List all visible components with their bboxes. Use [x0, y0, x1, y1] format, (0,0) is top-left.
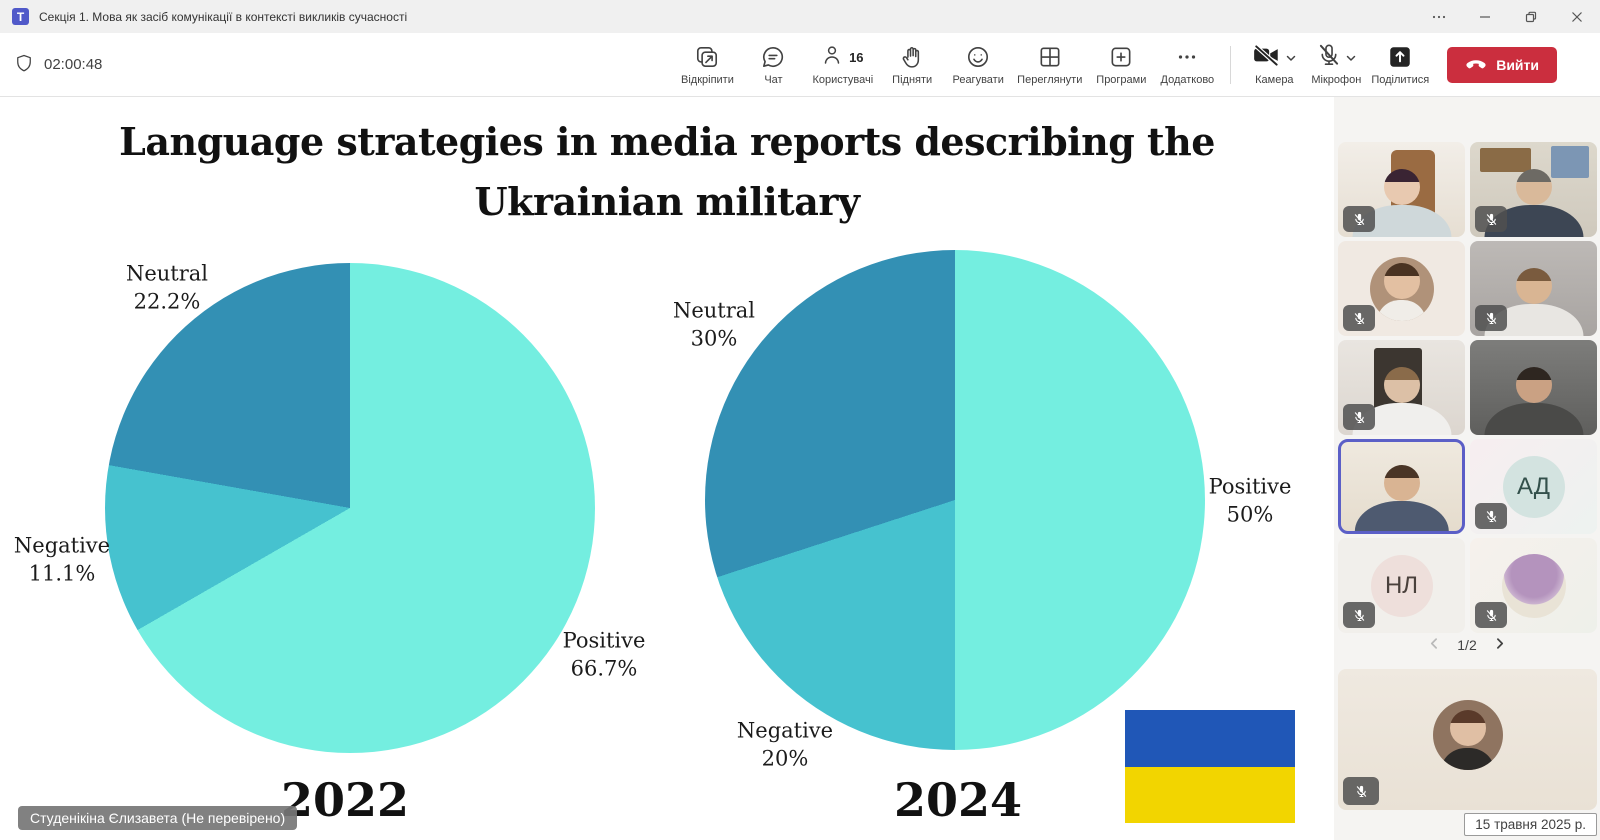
share-screen-icon: [1387, 43, 1413, 71]
muted-mic-icon: [1343, 602, 1375, 628]
leave-button[interactable]: Вийти: [1447, 46, 1557, 83]
teams-icon: T: [12, 8, 29, 25]
pie-chart-2024: [705, 250, 1205, 750]
shield-icon: [14, 53, 34, 77]
raise-hand-button[interactable]: Підняти: [881, 39, 943, 90]
date-tooltip: 15 травня 2025 р.: [1464, 813, 1597, 836]
spotlight-tile[interactable]: [1338, 669, 1597, 810]
page-prev-icon[interactable]: [1428, 637, 1441, 653]
participant-tile[interactable]: [1470, 241, 1597, 336]
pie-label-neutral-2022: Neutral 22.2%: [125, 261, 209, 313]
page-indicator: 1/2: [1457, 637, 1477, 653]
participant-tile[interactable]: [1470, 142, 1597, 237]
close-button[interactable]: [1554, 0, 1600, 33]
participant-tile[interactable]: НЛ: [1338, 538, 1465, 633]
page-next-icon[interactable]: [1493, 637, 1506, 653]
muted-mic-icon: [1343, 404, 1375, 430]
chart-year-2022: 2022: [280, 773, 410, 827]
ukraine-flag: [1125, 710, 1295, 823]
participant-tile[interactable]: [1470, 340, 1597, 435]
raised-hand-icon: [900, 43, 925, 71]
more-dots-icon: [1174, 43, 1200, 71]
phone-hangup-icon: [1465, 57, 1487, 73]
chart-year-2024: 2024: [893, 773, 1023, 827]
grid-view-icon: [1037, 43, 1063, 71]
participant-tile[interactable]: АД: [1470, 439, 1597, 534]
react-button[interactable]: Реагувати: [947, 39, 1009, 90]
muted-mic-icon: [1475, 305, 1507, 331]
avatar: [1432, 700, 1503, 771]
restore-button[interactable]: [1508, 0, 1554, 33]
pie-label-positive-2022: Positive 66.7%: [562, 628, 646, 680]
unpin-icon: [694, 43, 720, 71]
muted-mic-icon: [1343, 206, 1375, 232]
apps-button[interactable]: Програми: [1090, 39, 1152, 90]
avatar-initials: НЛ: [1370, 554, 1433, 617]
active-speaker-tile[interactable]: [1338, 439, 1465, 534]
window-titlebar: T Секція 1. Мова як засіб комунікації в …: [0, 0, 1600, 33]
chat-icon: [760, 43, 786, 71]
video-grid: АД НЛ: [1338, 142, 1597, 633]
unpin-button[interactable]: Відкріпити: [676, 39, 738, 90]
participant-video: [1470, 340, 1597, 435]
window-more-icon[interactable]: [1416, 0, 1462, 33]
muted-mic-icon: [1343, 305, 1375, 331]
avatar-initials: АД: [1502, 455, 1565, 518]
chat-button[interactable]: Чат: [742, 39, 804, 90]
meeting-toolbar: 02:00:48 Відкріпити Чат 16 Користувачі П…: [0, 33, 1600, 97]
meeting-timer: 02:00:48: [44, 56, 103, 73]
shared-screen-slide: Language strategies in media reports des…: [0, 97, 1334, 840]
share-button[interactable]: Поділитися: [1367, 39, 1433, 90]
participant-tile[interactable]: [1470, 538, 1597, 633]
view-button[interactable]: Переглянути: [1013, 39, 1086, 90]
muted-mic-icon: [1475, 503, 1507, 529]
slide-title: Language strategies in media reports des…: [119, 119, 1215, 224]
minimize-button[interactable]: [1462, 0, 1508, 33]
window-title: Секція 1. Мова як засіб комунікації в ко…: [39, 9, 408, 24]
chevron-down-icon[interactable]: [1345, 51, 1357, 63]
avatar: [1501, 553, 1566, 618]
gallery-pagination: 1/2: [1334, 637, 1600, 653]
avatar: [1369, 256, 1434, 321]
participant-count: 16: [849, 49, 864, 65]
mic-off-icon: [1316, 42, 1342, 73]
pie-label-negative-2024: Negative 20%: [736, 718, 834, 770]
microphone-button[interactable]: Мікрофон: [1305, 39, 1367, 90]
camera-button[interactable]: Камера: [1243, 39, 1305, 90]
participants-panel: АД НЛ 1/2 15 травня 2025 р.: [1334, 97, 1600, 840]
pie-label-neutral-2024: Neutral 30%: [672, 298, 756, 350]
camera-off-icon: [1252, 42, 1282, 73]
muted-mic-icon: [1475, 206, 1507, 232]
muted-mic-icon: [1343, 777, 1379, 805]
presenter-name-tag: Студенікіна Єлизавета (Не перевірено): [18, 806, 298, 830]
smiley-icon: [965, 43, 991, 71]
muted-mic-icon: [1475, 602, 1507, 628]
toolbar-divider: [1230, 45, 1232, 84]
pie-chart-2022: [105, 263, 595, 753]
participants-button[interactable]: 16 Користувачі: [808, 39, 877, 90]
participant-video: [1341, 442, 1462, 531]
people-icon: [822, 43, 846, 72]
participant-tile[interactable]: [1338, 241, 1465, 336]
pie-label-positive-2024: Positive 50%: [1208, 474, 1292, 526]
chevron-down-icon[interactable]: [1285, 51, 1297, 63]
pie-label-negative-2022: Negative 11.1%: [13, 533, 111, 585]
apps-plus-icon: [1108, 43, 1134, 71]
participant-tile[interactable]: [1338, 340, 1465, 435]
more-actions-button[interactable]: Додатково: [1156, 39, 1218, 90]
participant-tile[interactable]: [1338, 142, 1465, 237]
